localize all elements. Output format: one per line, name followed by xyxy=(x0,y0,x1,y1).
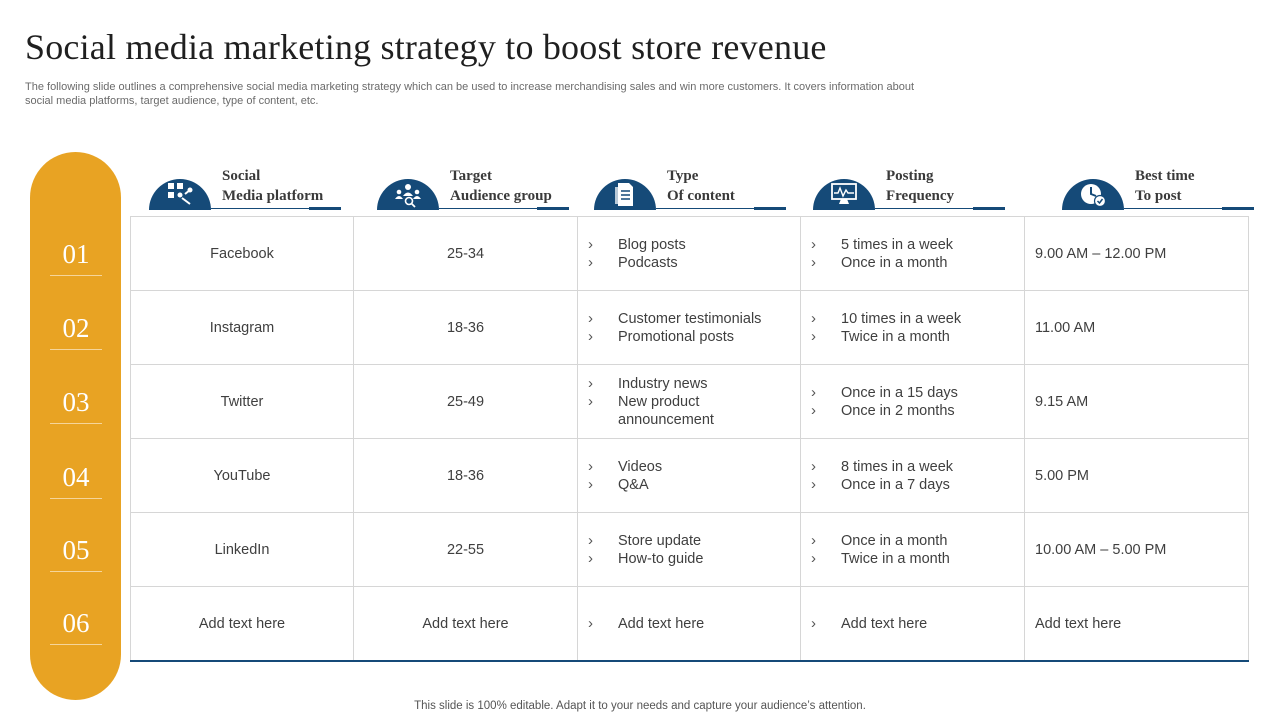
page-subtitle: The following slide outlines a comprehen… xyxy=(25,81,914,107)
header-type-of-content: Type Of content xyxy=(594,164,786,210)
table-row: Twitter 25-49 Industry news New product … xyxy=(130,364,1249,439)
list-item: Once in a month xyxy=(811,254,1024,272)
header-target-audience-group: Target Audience group xyxy=(377,164,569,210)
table-row: Add text here Add text here Add text her… xyxy=(130,586,1249,662)
audience-cell: 18-36 xyxy=(353,438,578,513)
clock-icon xyxy=(1081,184,1107,208)
list-item: 8 times in a week xyxy=(811,458,1024,476)
frequency-cell: Once in a month Twice in a month xyxy=(800,512,1025,587)
list-item: Twice in a month xyxy=(811,328,1024,346)
list-item: Add text here xyxy=(588,615,800,633)
audience-group-icon xyxy=(395,184,421,208)
header-icon-badge xyxy=(594,179,656,210)
header-icon-badge xyxy=(149,179,211,210)
list-item: New product announcement xyxy=(588,393,748,429)
header-label: Best time To post xyxy=(1135,168,1195,204)
list-item: Q&A xyxy=(588,476,800,494)
list-item: Once in a 7 days xyxy=(811,476,1024,494)
platform-cell: Add text here xyxy=(130,586,354,662)
content-cell: Blog posts Podcasts xyxy=(577,216,801,291)
list-item: Once in 2 months xyxy=(811,402,1024,420)
list-item: Blog posts xyxy=(588,236,800,254)
header-icon-badge xyxy=(813,179,875,210)
header-label: Type Of content xyxy=(667,168,735,204)
audience-cell: Add text here xyxy=(353,586,578,662)
list-item: Videos xyxy=(588,458,800,476)
monitor-chart-icon xyxy=(831,183,857,204)
row-number-2: 02 xyxy=(50,308,102,350)
time-cell: 5.00 PM xyxy=(1024,438,1249,513)
platform-cell: Twitter xyxy=(130,364,354,439)
frequency-cell: 8 times in a week Once in a 7 days xyxy=(800,438,1025,513)
platform-cell: YouTube xyxy=(130,438,354,513)
list-item: 10 times in a week xyxy=(811,310,1024,328)
list-item: Twice in a month xyxy=(811,550,1024,568)
platform-cell: LinkedIn xyxy=(130,512,354,587)
social-network-icon xyxy=(168,183,193,205)
time-cell: 9.00 AM – 12.00 PM xyxy=(1024,216,1249,291)
header-posting-frequency: Posting Frequency xyxy=(813,164,1005,210)
list-item: Store update xyxy=(588,532,800,550)
header-icon-badge xyxy=(377,179,439,210)
platform-cell: Facebook xyxy=(130,216,354,291)
time-cell: 10.00 AM – 5.00 PM xyxy=(1024,512,1249,587)
header-label: Target Audience group xyxy=(450,168,552,204)
list-item: Podcasts xyxy=(588,254,800,272)
list-item: How-to guide xyxy=(588,550,800,568)
list-item: Once in a 15 days xyxy=(811,384,1024,402)
audience-cell: 25-34 xyxy=(353,216,578,291)
list-item: Promotional posts xyxy=(588,328,800,346)
row-number-4: 04 xyxy=(50,457,102,499)
frequency-cell: Add text here xyxy=(800,586,1025,662)
table-row: LinkedIn 22-55 Store update How-to guide… xyxy=(130,512,1249,587)
row-number-3: 03 xyxy=(50,382,102,424)
frequency-cell: Once in a 15 days Once in 2 months xyxy=(800,364,1025,439)
row-number-5: 05 xyxy=(50,530,102,572)
header-icon-badge xyxy=(1062,179,1124,210)
header-label: Posting Frequency xyxy=(886,168,955,204)
table-row: Instagram 18-36 Customer testimonials Pr… xyxy=(130,290,1249,365)
header-best-time-to-post: Best time To post xyxy=(1062,164,1254,210)
row-number-1: 01 xyxy=(50,234,102,276)
header-label: Social Media platform xyxy=(222,168,324,204)
time-cell: 11.00 AM xyxy=(1024,290,1249,365)
list-item: Industry news xyxy=(588,375,800,393)
content-cell: Store update How-to guide xyxy=(577,512,801,587)
time-cell: 9.15 AM xyxy=(1024,364,1249,439)
audience-cell: 25-49 xyxy=(353,364,578,439)
time-cell: Add text here xyxy=(1024,586,1249,662)
audience-cell: 18-36 xyxy=(353,290,578,365)
document-icon xyxy=(615,183,633,206)
list-item: Add text here xyxy=(811,615,1024,633)
content-cell: Industry news New product announcement xyxy=(577,364,801,439)
table-row: YouTube 18-36 Videos Q&A 8 times in a we… xyxy=(130,438,1249,513)
header-social-media-platform: Social Media platform xyxy=(149,164,341,210)
page-title: Social media marketing strategy to boost… xyxy=(25,27,827,67)
audience-cell: 22-55 xyxy=(353,512,578,587)
list-item: Once in a month xyxy=(811,532,1024,550)
content-cell: Add text here xyxy=(577,586,801,662)
list-item: 5 times in a week xyxy=(811,236,1024,254)
platform-cell: Instagram xyxy=(130,290,354,365)
row-number-6: 06 xyxy=(50,603,102,645)
frequency-cell: 10 times in a week Twice in a month xyxy=(800,290,1025,365)
content-cell: Videos Q&A xyxy=(577,438,801,513)
content-cell: Customer testimonials Promotional posts xyxy=(577,290,801,365)
row-number-pill xyxy=(30,152,121,700)
table-row: Facebook 25-34 Blog posts Podcasts 5 tim… xyxy=(130,216,1249,291)
footer-note: This slide is 100% editable. Adapt it to… xyxy=(414,700,866,712)
frequency-cell: 5 times in a week Once in a month xyxy=(800,216,1025,291)
list-item: Customer testimonials xyxy=(588,310,800,328)
strategy-table: Facebook 25-34 Blog posts Podcasts 5 tim… xyxy=(130,216,1249,662)
